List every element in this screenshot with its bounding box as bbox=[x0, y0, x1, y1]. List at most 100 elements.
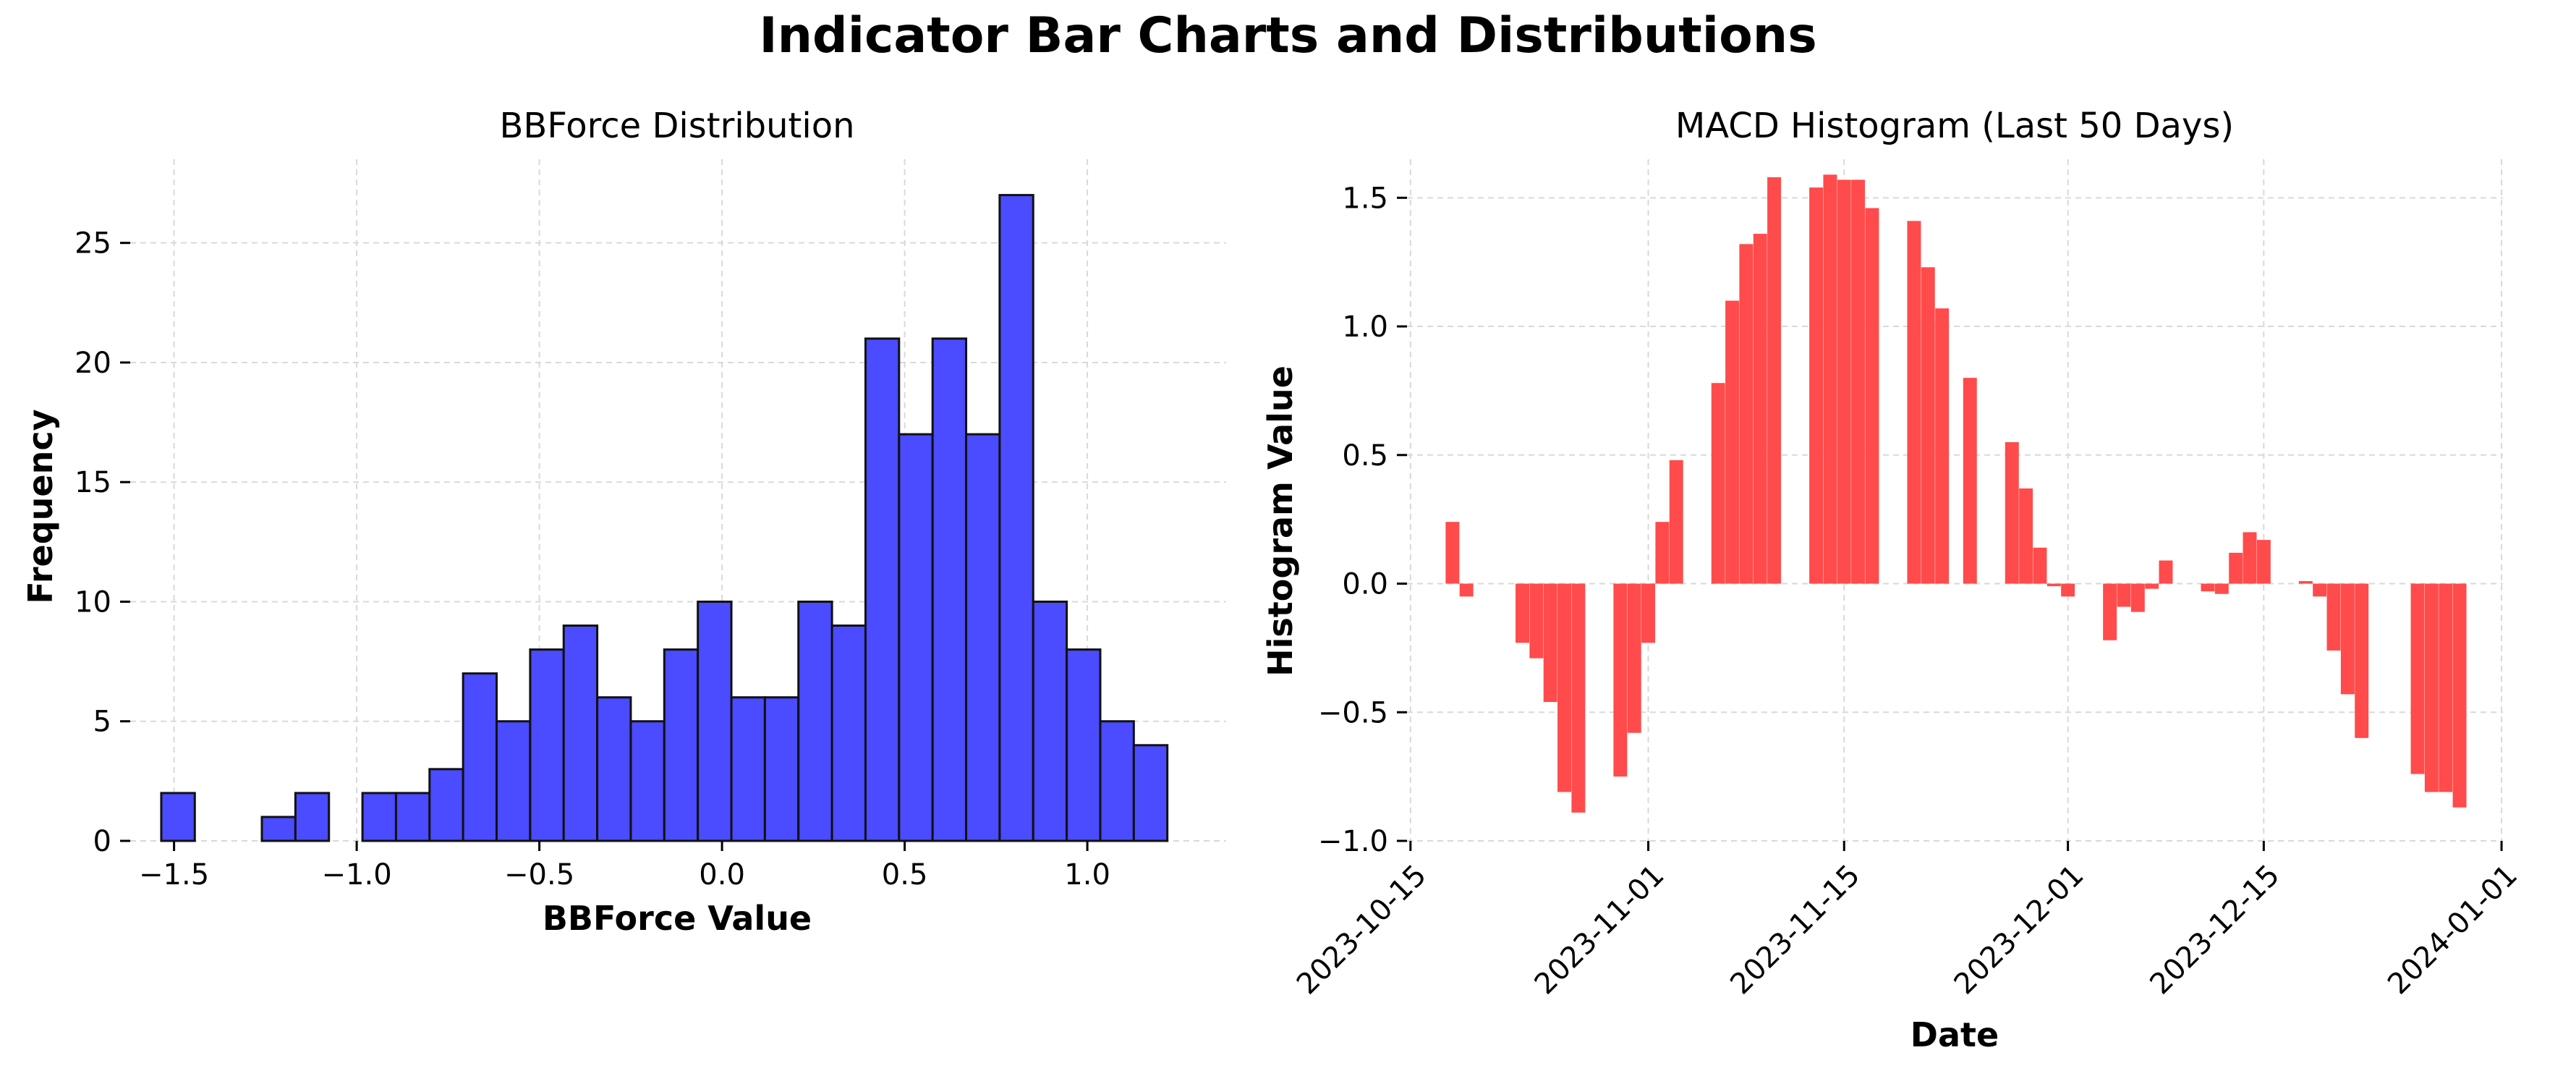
macd-histogram-bar bbox=[1837, 179, 1851, 584]
bbforce-histogram-bar bbox=[496, 720, 532, 842]
bbforce-chart-title: BBForce Distribution bbox=[499, 106, 854, 146]
bbforce-histogram-bar bbox=[629, 720, 666, 842]
macd-y-tick-label: −0.5 bbox=[1318, 696, 1388, 729]
macd-histogram-bar bbox=[1641, 583, 1656, 643]
macd-histogram-bar bbox=[2145, 583, 2159, 589]
bbforce-histogram-bar bbox=[730, 696, 766, 842]
macd-histogram-bar bbox=[1963, 378, 1977, 584]
bbforce-histogram-bar bbox=[428, 768, 464, 842]
macd-y-tick-label: 1.0 bbox=[1342, 310, 1388, 344]
macd-histogram-bar bbox=[2243, 532, 2257, 584]
macd-x-tick-label: 2023-12-01 bbox=[1948, 858, 2091, 1001]
macd-histogram-bar bbox=[1571, 583, 1586, 813]
macd-histogram-bar bbox=[1543, 583, 1557, 703]
macd-x-tick-label: 2023-12-15 bbox=[2143, 858, 2286, 1001]
bbforce-histogram-bar bbox=[763, 696, 800, 842]
macd-x-tick-label: 2023-11-15 bbox=[1724, 858, 1866, 1001]
macd-x-tick-label: 2023-11-01 bbox=[1529, 858, 1671, 1001]
macd-histogram-bar bbox=[2452, 583, 2467, 808]
macd-histogram-bar bbox=[1767, 177, 1782, 584]
macd-histogram-bar bbox=[1711, 383, 1725, 584]
macd-histogram-bar bbox=[2061, 583, 2075, 597]
macd-histogram-bar bbox=[2340, 583, 2355, 695]
macd-x-ticks: 2023-10-15 2023-11-01 2023-11-15 2023-12-01… bbox=[1291, 841, 2524, 1001]
macd-x-tick-label: 2024-01-01 bbox=[2381, 858, 2524, 1001]
macd-histogram-bar bbox=[2229, 552, 2243, 584]
macd-histogram-bar bbox=[1669, 460, 1683, 584]
bbforce-y-axis-label: Frequency bbox=[21, 409, 60, 604]
bbforce-histogram-bar bbox=[663, 648, 700, 842]
bbforce-histogram-bar bbox=[596, 696, 632, 842]
macd-y-ticks: −1.0 −0.5 0.0 0.5 1.0 1.5 bbox=[1318, 182, 1407, 858]
macd-histogram-bar bbox=[2298, 580, 2313, 584]
bbforce-histogram-bar bbox=[361, 792, 397, 842]
bbforce-histogram-bar bbox=[1066, 648, 1102, 842]
bbforce-x-tick-label: −1.5 bbox=[139, 858, 209, 892]
macd-histogram-bar bbox=[2424, 583, 2439, 792]
bbforce-histogram-bar bbox=[864, 337, 901, 842]
macd-histogram-bar bbox=[1516, 583, 1529, 643]
bbforce-x-tick-label: −1.0 bbox=[322, 858, 392, 892]
macd-histogram-bar bbox=[2019, 488, 2033, 584]
macd-histogram-bar bbox=[1613, 583, 1628, 777]
bbforce-histogram-bar bbox=[931, 337, 968, 842]
macd-bars bbox=[1445, 174, 2467, 813]
macd-histogram-chart: MACD Histogram (Last 50 Days) 2023-10-15… bbox=[1261, 106, 2524, 1054]
macd-histogram-bar bbox=[2130, 583, 2145, 612]
macd-histogram-bar bbox=[1739, 244, 1754, 584]
bbforce-histogram-chart: BBForce Distribution −1.5 −1.0 −0.5 0.0 0.5 1… bbox=[21, 106, 1226, 938]
macd-x-tick-label: 2023-10-15 bbox=[1291, 858, 1433, 1001]
macd-histogram-bar bbox=[2214, 583, 2229, 594]
macd-histogram-bar bbox=[1655, 522, 1670, 584]
bbforce-y-tick-label: 20 bbox=[75, 347, 111, 380]
macd-histogram-bar bbox=[1921, 267, 1935, 584]
bbforce-histogram-bar bbox=[294, 792, 331, 842]
macd-y-axis-label: Histogram Value bbox=[1261, 365, 1300, 677]
bbforce-histogram-bar bbox=[394, 792, 431, 842]
macd-grid bbox=[1407, 159, 2503, 842]
macd-histogram-bar bbox=[1557, 583, 1572, 792]
bbforce-histogram-bar bbox=[529, 648, 565, 842]
macd-histogram-bar bbox=[2439, 583, 2453, 792]
bbforce-x-tick-label: 0.5 bbox=[882, 858, 928, 892]
bbforce-y-tick-label: 10 bbox=[75, 585, 111, 619]
macd-histogram-bar bbox=[2046, 583, 2061, 587]
bbforce-y-tick-label: 25 bbox=[75, 227, 111, 261]
bbforce-histogram-bar bbox=[1132, 744, 1169, 842]
bbforce-histogram-bar bbox=[898, 433, 934, 842]
macd-histogram-bar bbox=[2256, 540, 2271, 584]
bbforce-histogram-bar bbox=[1032, 600, 1068, 842]
macd-histogram-bar bbox=[1865, 208, 1879, 584]
macd-histogram-bar bbox=[2201, 583, 2215, 592]
macd-histogram-bar bbox=[1445, 522, 1460, 584]
macd-histogram-bar bbox=[2117, 583, 2131, 607]
macd-histogram-bar bbox=[1753, 234, 1767, 584]
figure-title: Indicator Bar Charts and Distributions bbox=[759, 7, 1817, 64]
bbforce-histogram-bar bbox=[1099, 720, 1135, 842]
macd-y-tick-label: −1.0 bbox=[1318, 825, 1388, 858]
bbforce-histogram-bar bbox=[830, 625, 867, 842]
bbforce-histogram-bar bbox=[697, 600, 733, 842]
bbforce-x-tick-label: 0.0 bbox=[699, 858, 745, 892]
macd-histogram-bar bbox=[1627, 583, 1641, 733]
macd-y-tick-label: 0.5 bbox=[1342, 439, 1388, 473]
bbforce-x-tick-label: −0.5 bbox=[504, 858, 574, 892]
bbforce-histogram-bar bbox=[998, 194, 1034, 842]
macd-histogram-bar bbox=[1851, 179, 1866, 584]
macd-histogram-bar bbox=[1529, 583, 1544, 659]
bbforce-x-tick-label: 1.0 bbox=[1064, 858, 1110, 892]
bbforce-x-axis-label: BBForce Value bbox=[543, 899, 812, 938]
macd-chart-title: MACD Histogram (Last 50 Days) bbox=[1675, 106, 2234, 146]
bbforce-histogram-bar bbox=[562, 625, 599, 842]
bbforce-histogram-bar bbox=[160, 792, 196, 842]
macd-histogram-bar bbox=[1907, 221, 1921, 584]
macd-histogram-bar bbox=[1935, 308, 1950, 584]
macd-histogram-bar bbox=[2355, 583, 2369, 738]
bbforce-y-tick-label: 15 bbox=[75, 466, 111, 499]
bbforce-histogram-bar bbox=[965, 433, 1001, 842]
macd-histogram-bar bbox=[1809, 187, 1824, 584]
macd-histogram-bar bbox=[2103, 583, 2117, 640]
bbforce-y-tick-label: 5 bbox=[93, 706, 111, 739]
macd-histogram-bar bbox=[1823, 174, 1837, 584]
